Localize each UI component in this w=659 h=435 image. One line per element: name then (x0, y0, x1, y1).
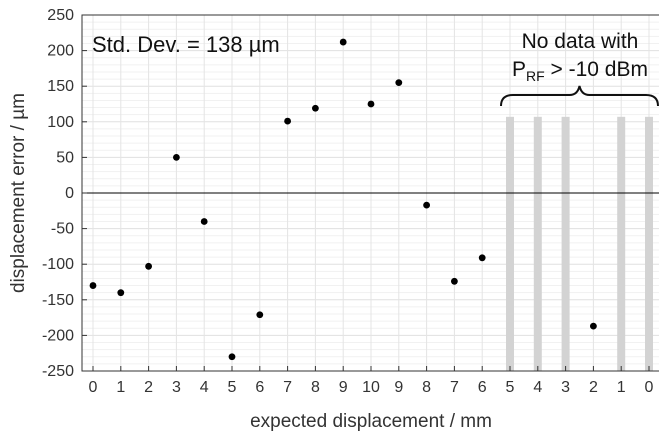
y-axis-label: displacement error / µm (8, 93, 29, 293)
x-tick-label: 6 (255, 379, 264, 396)
x-tick-label: 8 (422, 379, 431, 396)
x-tick-label: 10 (362, 379, 380, 396)
y-tick-label: -150 (42, 292, 74, 309)
y-tick-label: -100 (42, 256, 74, 273)
x-axis-ticks: 0 1 2 3 4 5 6 7 8 9 10 9 8 7 6 5 4 3 2 1 0 (89, 366, 654, 396)
x-tick-label: 8 (311, 379, 320, 396)
x-tick-label: 1 (116, 379, 125, 396)
data-point (89, 282, 97, 289)
x-tick-label: 6 (478, 379, 487, 396)
no-data-bars (506, 116, 653, 371)
data-point (339, 38, 347, 46)
x-tick-label: 0 (645, 379, 654, 396)
data-point (200, 218, 208, 225)
no-data-bar (561, 116, 570, 371)
x-tick-label: 7 (283, 379, 292, 396)
data-point (145, 262, 153, 270)
data-points (89, 38, 597, 361)
y-tick-label: 250 (47, 7, 74, 24)
y-tick-label: 0 (65, 185, 74, 202)
y-tick-label: -50 (51, 221, 74, 238)
data-point (423, 201, 430, 209)
x-tick-label: 4 (200, 379, 209, 396)
data-point (256, 311, 264, 319)
data-point (478, 254, 486, 262)
data-point (451, 277, 458, 285)
no-data-bar (645, 116, 653, 371)
data-point (367, 100, 375, 108)
no-data-bar (506, 116, 514, 371)
y-axis-ticks: -250 -200 -150 -100 -50 0 50 100 150 200 250 (42, 7, 87, 380)
x-tick-label: 3 (561, 379, 570, 396)
x-tick-label: 1 (617, 379, 626, 396)
x-axis-label: expected displacement / mm (250, 411, 492, 432)
data-point (395, 79, 403, 87)
y-tick-label: 150 (47, 78, 74, 95)
y-tick-label: -250 (42, 363, 74, 380)
x-tick-label: 5 (228, 379, 237, 396)
y-tick-label: -200 (42, 327, 74, 344)
data-point (173, 154, 180, 161)
x-tick-label: 0 (89, 379, 98, 396)
x-tick-label: 2 (144, 379, 153, 396)
x-tick-label: 4 (533, 379, 542, 396)
x-tick-label: 2 (589, 379, 598, 396)
no-data-annotation-line1: No data with (522, 30, 639, 53)
data-point (284, 117, 291, 125)
y-tick-label: 200 (47, 43, 74, 60)
x-tick-label: 9 (394, 379, 403, 396)
y-tick-label: 50 (56, 149, 74, 166)
no-data-bar (617, 116, 626, 371)
data-point (228, 353, 236, 361)
data-point (312, 104, 319, 112)
y-tick-label: 100 (47, 114, 74, 131)
std-dev-annotation: Std. Dev. = 138 µm (92, 32, 280, 57)
x-tick-label: 7 (450, 379, 459, 396)
data-point (117, 289, 125, 297)
no-data-bar (533, 116, 542, 371)
x-tick-label: 3 (172, 379, 181, 396)
x-tick-label: 9 (339, 379, 348, 396)
x-tick-label: 5 (506, 379, 515, 396)
curly-brace (500, 85, 659, 107)
data-point (590, 322, 597, 330)
no-data-annotation-line2: PRF > -10 dBm (512, 58, 648, 84)
